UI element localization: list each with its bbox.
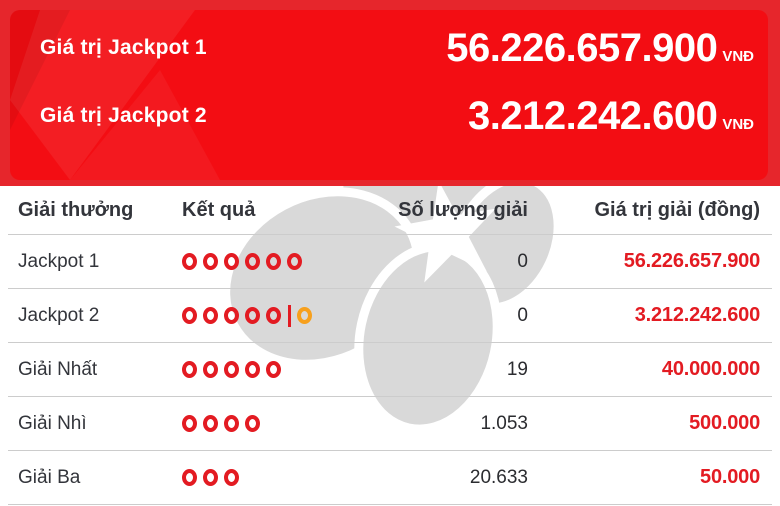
result-ball-icon [182, 361, 197, 378]
prize-name: Giải Nhất [18, 358, 98, 380]
jackpot-banner: Giá trị Jackpot 1 56.226.657.900 VNĐ Giá… [0, 0, 780, 186]
result-ball-icon [245, 361, 260, 378]
jackpot1-amount: 56.226.657.900 VNĐ [446, 26, 754, 71]
result-ball-icon [266, 361, 281, 378]
jackpot2-label: Giá trị Jackpot 2 [40, 104, 207, 127]
winner-count: 20.633 [469, 466, 528, 488]
table-row-first-prize: Giải Nhất 19 40.000.000 [8, 343, 772, 397]
result-balls [182, 304, 352, 327]
prize-value: 40.000.000 [661, 358, 760, 380]
winner-count: 0 [517, 304, 528, 326]
prize-value: 56.226.657.900 [623, 250, 760, 272]
jackpot-banner-inner: Giá trị Jackpot 1 56.226.657.900 VNĐ Giá… [10, 10, 768, 180]
result-ball-icon [224, 415, 239, 432]
result-ball-icon [266, 307, 281, 324]
prize-value: 3.212.242.600 [634, 304, 761, 326]
header-value: Giá trị giải (đồng) [594, 198, 760, 221]
result-ball-icon [203, 253, 218, 270]
result-ball-icon [203, 415, 218, 432]
jackpot1-label: Giá trị Jackpot 1 [40, 36, 207, 59]
table-row-second-prize: Giải Nhì 1.053 500.000 [8, 397, 772, 451]
result-ball-icon [245, 307, 260, 324]
result-balls [182, 253, 352, 270]
result-ball-icon [182, 415, 197, 432]
prize-name: Jackpot 2 [18, 304, 100, 326]
result-ball-icon [182, 469, 197, 486]
prize-table: Giải thưởng Kết quả Số lượng giải Giá tr… [8, 186, 772, 505]
winner-count: 19 [506, 358, 528, 380]
result-ball-icon [245, 253, 260, 270]
jackpot1-currency: VNĐ [722, 47, 754, 65]
winner-count: 0 [517, 250, 528, 272]
table-header-row: Giải thưởng Kết quả Số lượng giải Giá tr… [8, 186, 772, 235]
result-ball-icon [224, 361, 239, 378]
jackpot1-row: Giá trị Jackpot 1 56.226.657.900 VNĐ [40, 14, 754, 82]
prize-value: 500.000 [689, 412, 760, 434]
result-ball-icon [182, 307, 197, 324]
jackpot2-value: 3.212.242.600 [468, 93, 718, 138]
result-ball-icon [182, 253, 197, 270]
jackpot2-amount: 3.212.242.600 VNĐ [468, 94, 754, 139]
result-balls [182, 415, 352, 432]
result-ball-icon [224, 253, 239, 270]
jackpot2-currency: VNĐ [722, 115, 754, 133]
table-row-jackpot1: Jackpot 1 0 56.226.657.900 [8, 235, 772, 289]
result-separator [288, 304, 291, 327]
header-prize: Giải thưởng [18, 198, 134, 221]
result-ball-icon [224, 469, 239, 486]
jackpot2-row: Giá trị Jackpot 2 3.212.242.600 VNĐ [40, 82, 754, 150]
table-row-jackpot2: Jackpot 2 0 3.212.242.600 [8, 289, 772, 343]
result-balls [182, 361, 352, 378]
result-ball-icon [203, 307, 218, 324]
jackpot1-value: 56.226.657.900 [446, 25, 718, 70]
result-ball-icon [287, 253, 302, 270]
bonus-ball-icon [297, 307, 312, 324]
result-ball-icon [203, 361, 218, 378]
winner-count: 1.053 [480, 412, 528, 434]
prize-name: Giải Ba [18, 466, 81, 488]
header-count: Số lượng giải [398, 198, 528, 221]
prize-value: 50.000 [700, 466, 760, 488]
prize-name: Jackpot 1 [18, 250, 100, 272]
result-ball-icon [245, 415, 260, 432]
result-ball-icon [203, 469, 218, 486]
prize-name: Giải Nhì [18, 412, 87, 434]
result-balls [182, 469, 352, 486]
result-ball-icon [266, 253, 281, 270]
header-result: Kết quả [182, 198, 256, 221]
table-row-third-prize: Giải Ba 20.633 50.000 [8, 451, 772, 505]
prize-table-section: Giải thưởng Kết quả Số lượng giải Giá tr… [0, 186, 780, 506]
result-ball-icon [224, 307, 239, 324]
